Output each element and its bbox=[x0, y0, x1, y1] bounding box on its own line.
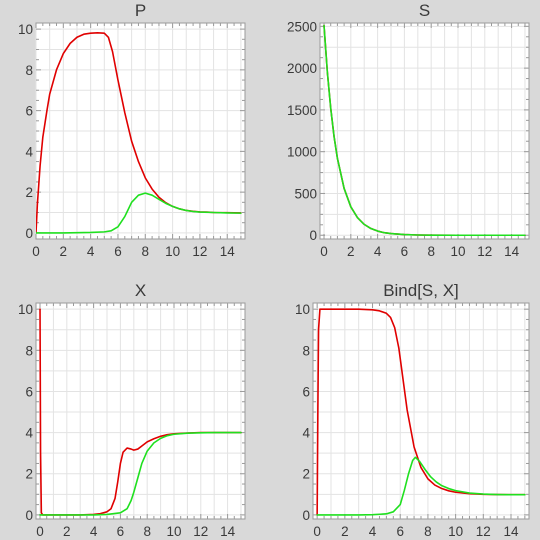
x-tick-label: 6 bbox=[117, 524, 125, 539]
y-tick-label: 0 bbox=[25, 226, 33, 241]
x-tick-label: 14 bbox=[220, 244, 236, 259]
x-tick-label: 0 bbox=[36, 524, 44, 539]
y-tick-label: 0 bbox=[302, 508, 310, 523]
y-tick-label: 8 bbox=[25, 343, 33, 358]
y-tick-label: 2500 bbox=[287, 19, 317, 34]
series-line-green bbox=[323, 24, 526, 237]
chart-title: S bbox=[419, 1, 430, 20]
y-tick-label: 2 bbox=[302, 467, 310, 482]
x-tick-label: 12 bbox=[192, 244, 207, 259]
y-tick-label: 2 bbox=[25, 185, 33, 200]
x-tick-label: 10 bbox=[450, 244, 465, 259]
x-tick-label: 12 bbox=[477, 244, 492, 259]
chart-panel-3: Bind[S, X] 0 2 4 6 8 10 12 14 0 2 4 6 8 10 bbox=[295, 281, 530, 539]
series-line-green bbox=[39, 431, 242, 516]
y-tick-label: 500 bbox=[294, 186, 317, 201]
x-tick-label: 0 bbox=[313, 524, 321, 539]
y-tick-label: 6 bbox=[25, 104, 33, 119]
x-tick-label: 4 bbox=[369, 524, 377, 539]
y-tick-label: 6 bbox=[25, 384, 33, 399]
x-tick-label: 12 bbox=[193, 524, 208, 539]
x-tick-label: 2 bbox=[63, 524, 71, 539]
x-tick-label: 14 bbox=[504, 244, 520, 259]
x-tick-label: 6 bbox=[396, 524, 404, 539]
chart-title: Bind[S, X] bbox=[383, 281, 459, 300]
y-tick-label: 10 bbox=[295, 302, 310, 317]
y-tick-label: 10 bbox=[18, 22, 33, 37]
x-tick-label: 4 bbox=[374, 244, 382, 259]
series-line-green bbox=[36, 192, 242, 234]
y-tick-label: 4 bbox=[25, 426, 33, 441]
chart-panel-2: X 0 2 4 6 8 10 12 14 0 2 4 6 8 10 bbox=[18, 281, 246, 539]
y-tick-label: 1000 bbox=[287, 145, 317, 160]
series-line-red bbox=[316, 308, 526, 516]
x-tick-label: 10 bbox=[448, 524, 463, 539]
plot-frame bbox=[35, 302, 246, 520]
x-tick-label: 14 bbox=[503, 524, 519, 539]
y-tick-label: 0 bbox=[25, 508, 33, 523]
x-tick-label: 0 bbox=[32, 244, 40, 259]
chart-title: P bbox=[135, 1, 146, 20]
x-tick-label: 6 bbox=[401, 244, 409, 259]
x-tick-label: 8 bbox=[424, 524, 432, 539]
y-tick-label: 10 bbox=[18, 302, 33, 317]
y-tick-label: 2 bbox=[25, 467, 33, 482]
y-tick-label: 8 bbox=[302, 343, 310, 358]
x-tick-label: 2 bbox=[347, 244, 355, 259]
x-tick-label: 10 bbox=[166, 524, 181, 539]
x-tick-label: 8 bbox=[427, 244, 435, 259]
x-tick-label: 8 bbox=[142, 244, 150, 259]
x-tick-label: 8 bbox=[143, 524, 151, 539]
y-tick-label: 4 bbox=[302, 426, 310, 441]
x-tick-label: 12 bbox=[476, 524, 491, 539]
x-tick-label: 4 bbox=[90, 524, 98, 539]
x-tick-label: 10 bbox=[165, 244, 180, 259]
chart-title: X bbox=[135, 281, 146, 300]
x-tick-label: 0 bbox=[320, 244, 328, 259]
x-tick-label: 6 bbox=[114, 244, 122, 259]
y-tick-label: 8 bbox=[25, 63, 33, 78]
x-tick-label: 2 bbox=[60, 244, 68, 259]
y-tick-label: 4 bbox=[25, 144, 33, 159]
x-tick-label: 4 bbox=[87, 244, 95, 259]
plot-frame bbox=[312, 302, 530, 520]
series-line-green bbox=[316, 456, 526, 516]
y-tick-label: 2000 bbox=[287, 61, 317, 76]
chart-panel-0: P 0 2 4 6 8 10 12 14 0 2 4 6 8 10 bbox=[18, 1, 246, 259]
y-tick-label: 0 bbox=[309, 228, 317, 243]
y-tick-label: 1500 bbox=[287, 103, 317, 118]
chart-panel-1: S 0 2 4 6 8 10 12 14 0 500 1000 1500 2000 2500 bbox=[287, 1, 530, 259]
y-tick-label: 6 bbox=[302, 384, 310, 399]
x-tick-label: 14 bbox=[220, 524, 236, 539]
x-tick-label: 2 bbox=[341, 524, 349, 539]
